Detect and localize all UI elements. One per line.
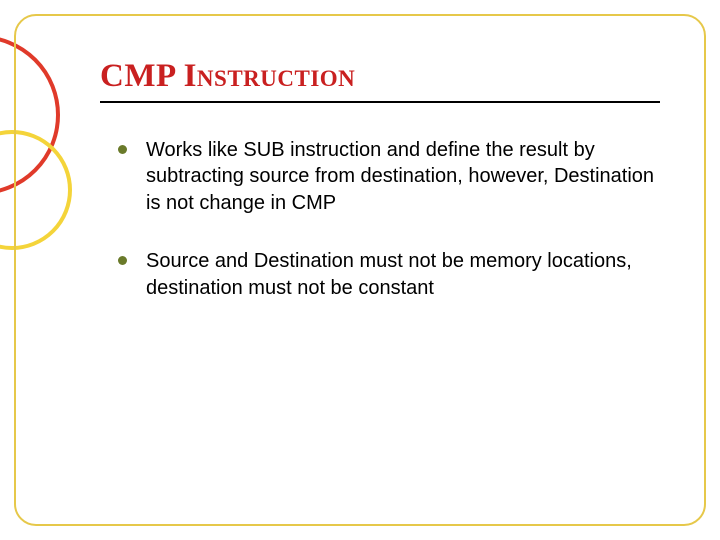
title-main: CMP bbox=[100, 58, 184, 94]
slide-content: CMP Instruction Works like SUB instructi… bbox=[100, 58, 660, 333]
bullet-item: Works like SUB instruction and define th… bbox=[118, 137, 660, 216]
title-smallcaps: Instruction bbox=[184, 58, 356, 94]
bullet-item: Source and Destination must not be memor… bbox=[118, 248, 660, 301]
slide-title: CMP Instruction bbox=[100, 58, 660, 103]
bullet-list: Works like SUB instruction and define th… bbox=[100, 137, 660, 301]
